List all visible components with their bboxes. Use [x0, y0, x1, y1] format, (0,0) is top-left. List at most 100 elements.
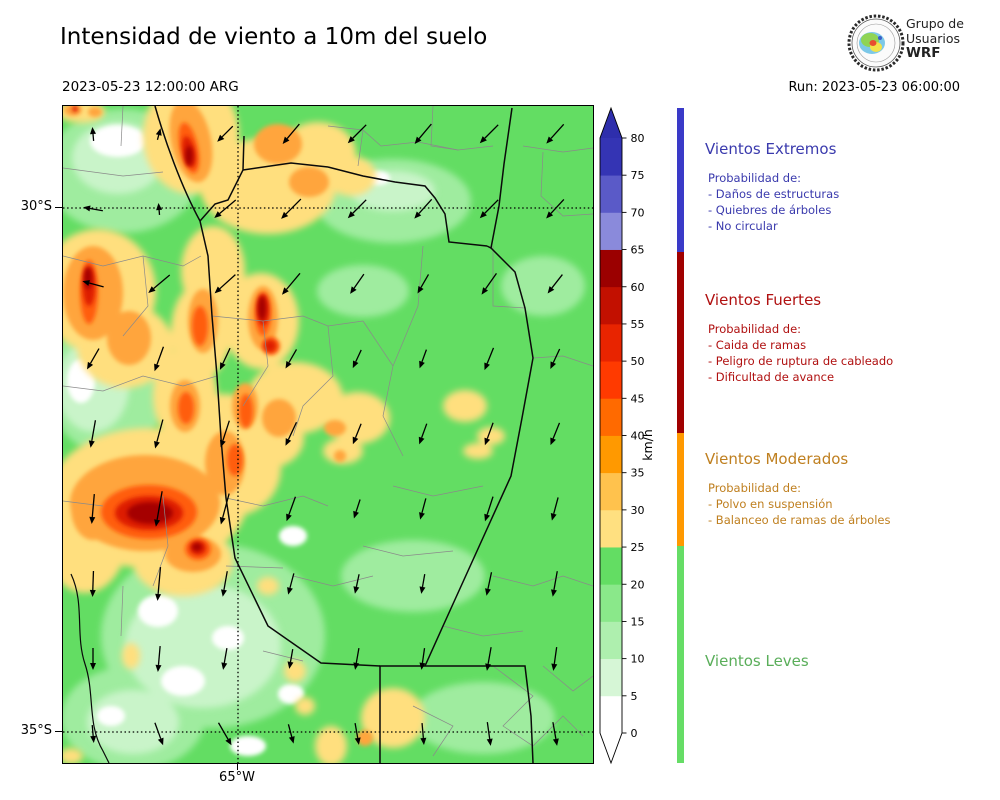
wind-arrow-head	[485, 663, 492, 671]
wind-arrow-head	[90, 663, 96, 670]
wind-arrow-head	[354, 737, 361, 745]
colorbar-tick-label: 35	[631, 467, 645, 480]
wind-arrow-head	[551, 663, 558, 671]
legend-intro: Probabilidad de:	[708, 481, 802, 495]
wind-arrow	[486, 347, 495, 364]
logo-line1: Grupo de	[906, 16, 964, 31]
wind-arrow	[553, 497, 559, 514]
wind-arrow-head	[546, 211, 554, 219]
wind-arrow	[421, 423, 428, 438]
colorbar-segment	[600, 138, 622, 176]
legend-strip-extremos	[677, 108, 684, 252]
wind-arrow	[421, 498, 427, 514]
legend-strip-leves	[677, 546, 684, 763]
wind-arrow-head	[154, 363, 160, 372]
colorbar-segment	[600, 398, 622, 436]
wind-arrow	[487, 647, 492, 665]
colorbar-segment	[600, 621, 622, 660]
wind-arrow	[223, 648, 228, 664]
wind-arrow	[221, 125, 234, 138]
wind-arrow-head	[219, 362, 226, 370]
wind-arrow-head	[551, 589, 557, 597]
wind-arrow	[550, 123, 565, 139]
legend-intro: Probabilidad de:	[708, 171, 802, 185]
colorbar-segment	[600, 323, 622, 362]
wind-arrow-head	[83, 205, 91, 212]
ytick-label-30s: 30°S	[20, 199, 52, 214]
legend-item: - Balanceo de ramas de árboles	[708, 513, 891, 527]
colorbar-segment	[600, 509, 622, 548]
graticule	[63, 106, 593, 763]
colorbar-over-arrow	[600, 108, 622, 138]
wind-arrow	[88, 282, 104, 288]
wind-arrow-head	[547, 286, 555, 294]
colorbar-tick-label: 40	[631, 430, 645, 443]
wind-arrow-head	[217, 134, 225, 142]
wind-arrow	[91, 494, 95, 518]
wind-arrow-head	[486, 738, 493, 746]
wind-arrow-head	[282, 136, 290, 144]
xtick-label-65w: 65°W	[219, 770, 255, 785]
wind-arrow-head	[287, 587, 293, 595]
legend-item: - No circular	[708, 219, 778, 233]
wind-arrow	[355, 574, 360, 588]
valid-datetime: 2023-05-23 12:00:00 ARG	[62, 79, 239, 95]
wind-arrow	[421, 349, 428, 363]
wind-arrow	[219, 199, 237, 214]
wind-arrow	[487, 572, 493, 590]
legend-section-leves: Vientos Leves	[705, 652, 985, 682]
colorbar-tick-label: 25	[631, 541, 645, 554]
wind-arrow	[486, 496, 494, 515]
wind-arrow-head	[285, 360, 292, 369]
wind-arrow	[421, 574, 426, 588]
wind-arrow-head	[287, 661, 294, 669]
wind-arrow-head	[156, 203, 163, 211]
wind-arrow-head	[214, 211, 222, 218]
wind-arrow-head	[89, 516, 96, 524]
legend-section-fuertes: Vientos Fuertes Probabilidad de: - Caida d…	[705, 291, 985, 385]
wind-arrow	[219, 274, 236, 290]
wind-arrow	[354, 723, 359, 739]
wind-arrow	[484, 124, 499, 139]
wind-arrow	[352, 124, 367, 139]
ytick-mark-35s	[55, 731, 62, 732]
wind-arrow	[552, 722, 557, 740]
colorbar-segment	[600, 361, 622, 399]
wind-arrow	[289, 573, 295, 589]
wind-arrow-head	[286, 513, 292, 522]
wind-arrow-head	[288, 736, 295, 744]
wind-arrow	[550, 199, 565, 214]
colorbar-tick-label: 45	[631, 392, 645, 405]
wind-arrow	[552, 422, 561, 439]
wind-arrow	[418, 198, 433, 214]
legend-strip-moderados	[677, 433, 684, 546]
wind-arrow	[354, 423, 362, 438]
wind-arrow	[89, 207, 103, 212]
legend-intro: Probabilidad de:	[708, 322, 802, 336]
wind-arrow	[154, 722, 162, 739]
wind-arrow-head	[87, 361, 94, 370]
wind-arrow-head	[221, 662, 228, 670]
colorbar-tick-label: 70	[631, 206, 645, 219]
wind-arrow	[486, 422, 494, 439]
colorbar-tick-label: 75	[631, 169, 645, 182]
wind-arrow-head	[419, 360, 425, 369]
colorbar-tick-label: 65	[631, 244, 645, 257]
colorbar-segment	[600, 175, 622, 213]
wind-arrow	[485, 272, 497, 290]
wind-arrow	[287, 724, 293, 738]
wind-arrow-head	[550, 513, 557, 521]
wind-arrow-head	[419, 586, 426, 594]
wind-arrow	[156, 134, 160, 140]
wind-arrow	[288, 496, 297, 515]
wind-arrow-head	[282, 287, 289, 295]
wind-arrow	[288, 349, 298, 363]
wind-arrow-head	[281, 211, 289, 219]
wind-arrow-head	[90, 127, 96, 135]
wind-arrow	[418, 123, 432, 140]
legend-title-extremos: Vientos Extremos	[705, 140, 837, 158]
ytick-label-35s: 35°S	[20, 723, 52, 738]
wind-arrow	[222, 493, 230, 518]
wind-arrow	[551, 274, 563, 289]
wind-arrow-head	[484, 437, 491, 446]
